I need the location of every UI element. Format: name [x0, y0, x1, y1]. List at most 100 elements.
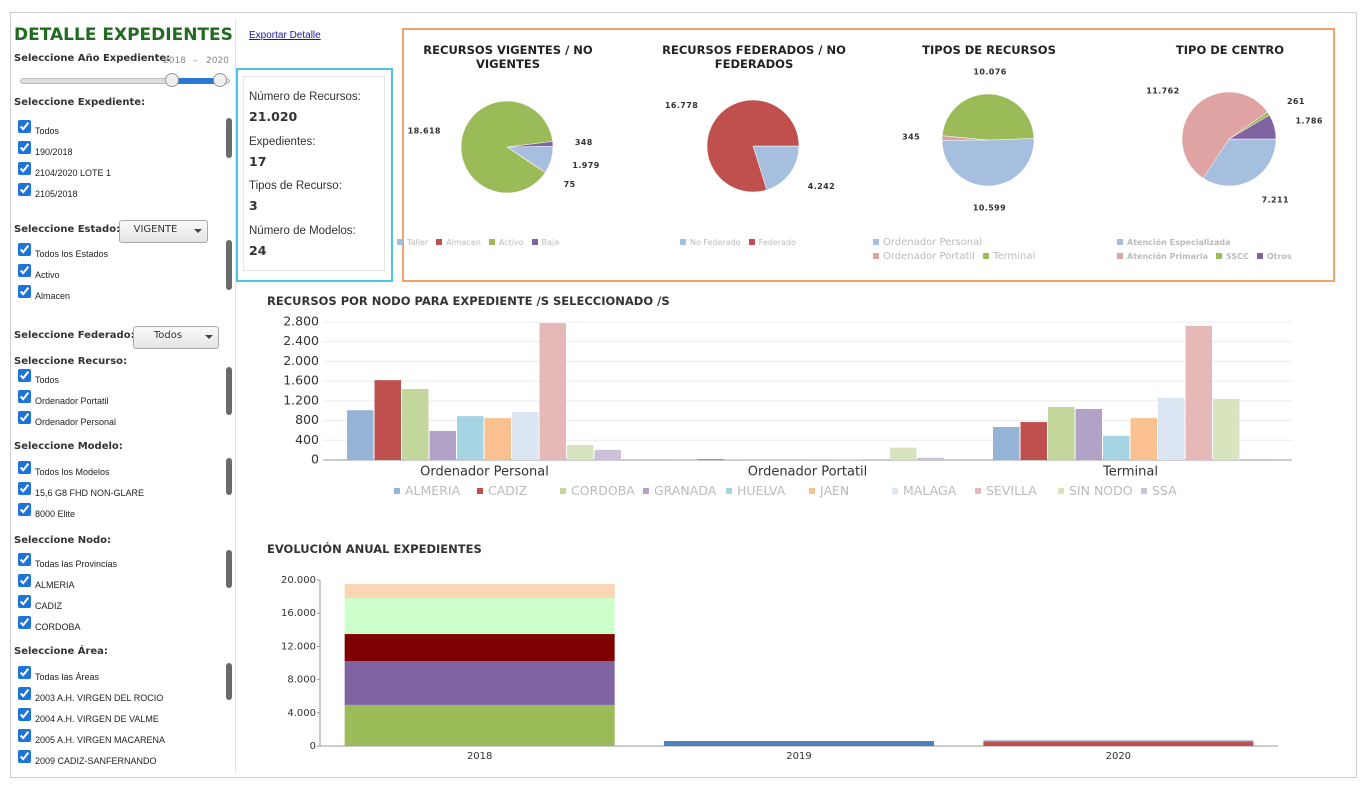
pie-value-label: 18.618	[408, 127, 441, 136]
legend-swatch	[531, 239, 538, 245]
pie-value-label: 1.786	[1296, 116, 1323, 125]
checkbox[interactable]	[18, 461, 31, 474]
legend-swatch	[477, 488, 483, 494]
slider-handle-from[interactable]	[165, 73, 179, 87]
legend-item[interactable]: Ordenador Portatil	[873, 251, 975, 262]
y-tick-label: 800	[295, 412, 319, 427]
pie-slice	[941, 138, 1035, 187]
bar	[993, 426, 1020, 460]
legend-label: CORDOBA	[571, 483, 635, 498]
y-tick-label: 16.000	[281, 608, 316, 619]
checkbox-label: 2003 A.H. VIRGEN DEL ROCIO	[35, 693, 164, 703]
pie-slice	[941, 93, 1035, 141]
checkbox[interactable]	[18, 243, 31, 256]
dropdown[interactable]	[133, 326, 219, 349]
checkbox-label: 2009 CADIZ-SANFERNANDO	[35, 756, 157, 766]
bar	[1185, 325, 1212, 460]
scrollbar	[226, 367, 232, 415]
legend-swatch	[436, 239, 443, 245]
legend-item[interactable]: Baja	[531, 237, 559, 248]
legend-item[interactable]: Ordenador Personal	[873, 237, 982, 248]
y-tick-label: 4.000	[287, 708, 316, 719]
legend-label: SSA	[1152, 483, 1177, 498]
checkbox-label: Activo	[35, 270, 60, 280]
legend-swatch	[975, 488, 981, 494]
legend-item[interactable]: Federado	[748, 237, 796, 248]
checkbox-label: 190/2018	[35, 147, 73, 157]
bar	[594, 449, 621, 460]
legend-item[interactable]: SSCC	[1215, 251, 1249, 262]
bar	[484, 418, 511, 460]
bar	[1240, 459, 1267, 460]
legend-label: Atención Primaria	[1127, 252, 1208, 261]
legend-item[interactable]: Otros	[1256, 251, 1292, 262]
checkbox[interactable]	[18, 708, 31, 721]
checkbox[interactable]	[18, 553, 31, 566]
pie-value-label: 75	[564, 180, 576, 189]
chart-title: TIPOS DE RECURSOS	[922, 43, 1056, 57]
filter-label: Seleccione Área:	[14, 646, 108, 657]
checkbox[interactable]	[18, 120, 31, 133]
checkbox[interactable]	[18, 285, 31, 298]
pie-value-label: 348	[575, 138, 593, 147]
filter-label: Seleccione Nodo:	[14, 535, 111, 546]
checkbox[interactable]	[18, 183, 31, 196]
legend-item[interactable]: Taller	[397, 237, 428, 248]
legend-swatch	[1117, 239, 1123, 245]
chart-title: RECURSOS POR NODO PARA EXPEDIENTE /S SEL…	[267, 294, 670, 308]
x-tick-label: 2018	[467, 751, 492, 762]
summary-value: 24	[249, 243, 267, 259]
legend-item[interactable]: Atención Especializada	[1117, 237, 1231, 248]
checkbox[interactable]	[18, 482, 31, 495]
bar	[1213, 398, 1240, 460]
checkbox[interactable]	[18, 595, 31, 608]
legend-item[interactable]: No Federado	[680, 237, 741, 248]
legend-label: HUELVA	[737, 483, 786, 498]
checkbox[interactable]	[18, 574, 31, 587]
checkbox[interactable]	[18, 369, 31, 382]
checkbox[interactable]	[18, 390, 31, 403]
checkbox-label: Ordenador Portatil	[35, 396, 109, 406]
checkbox[interactable]	[18, 162, 31, 175]
bar	[1020, 422, 1047, 460]
y-tick-label: 0	[310, 741, 316, 752]
legend-swatch	[394, 488, 400, 494]
legend-label: JAEN	[819, 483, 849, 498]
legend-item[interactable]: Terminal	[982, 251, 1035, 262]
checkbox[interactable]	[18, 141, 31, 154]
legend-item[interactable]: Atención Primaria	[1117, 251, 1208, 262]
legend-item[interactable]: Almacen	[436, 237, 481, 248]
legend-label: CADIZ	[488, 483, 527, 498]
slider-track	[20, 78, 230, 84]
checkbox[interactable]	[18, 503, 31, 516]
checkbox-label: Todas las Áreas	[35, 672, 100, 682]
dropdown[interactable]	[119, 220, 208, 243]
outer-frame	[10, 12, 1357, 778]
checkbox[interactable]	[18, 750, 31, 763]
checkbox-label: 2005 A.H. VIRGEN MACARENA	[35, 735, 166, 745]
legend-label: Taller	[407, 238, 429, 247]
legend-item[interactable]: Activo	[488, 237, 524, 248]
checkbox[interactable]	[18, 264, 31, 277]
scrollbar	[226, 550, 232, 588]
bar-segment	[344, 583, 615, 599]
bar-segment	[344, 661, 615, 705]
bar	[457, 416, 484, 460]
checkbox[interactable]	[18, 616, 31, 629]
pies-frame	[402, 28, 1335, 282]
slider-handle-to[interactable]	[213, 73, 227, 87]
legend-label: SSCC	[1225, 252, 1249, 261]
export-link[interactable]: Exportar Detalle	[249, 30, 321, 41]
bar	[512, 411, 539, 460]
chart-title: RECURSOS VIGENTES / NO VIGENTES	[423, 43, 593, 71]
checkbox-label: ALMERIA	[35, 580, 75, 590]
x-tick-label: Ordenador Portatil	[748, 465, 868, 480]
checkbox[interactable]	[18, 687, 31, 700]
filter-label: Seleccione Recurso:	[14, 356, 128, 367]
checkbox[interactable]	[18, 666, 31, 679]
checkbox[interactable]	[18, 729, 31, 742]
checkbox[interactable]	[18, 411, 31, 424]
legend-swatch	[726, 488, 732, 494]
legend-swatch	[1117, 253, 1123, 259]
